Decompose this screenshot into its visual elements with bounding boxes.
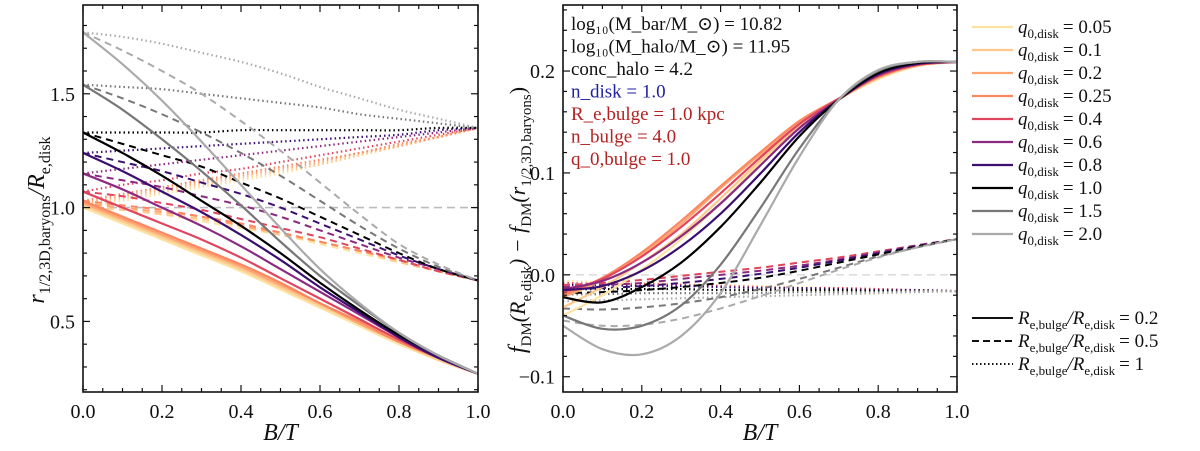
left-panel: 0.0 0.2 0.4 0.6 0.8 1.0 0.5 1.0 1.5 B/T r1/2,3D,ba… [24, 4, 491, 446]
y-axis-label-part: DM [519, 322, 535, 346]
y-tick-label: 0.2 [530, 61, 555, 83]
y-axis-label-part: ) [505, 87, 530, 94]
series-line-q0p6-dashed [563, 238, 957, 289]
x-tick-label: 0.6 [787, 401, 812, 423]
y-tick-label: 0.0 [530, 265, 555, 287]
legend-label-dotted: Re,bulge/Re,disk = 1 [1017, 354, 1144, 378]
series-line-q0p8-dashed [83, 151, 478, 282]
y-tick-label: 1.5 [50, 84, 75, 106]
legend-label-q0p25: q0,disk = 0.25 [1018, 86, 1112, 110]
y-axis-label-part: R [24, 174, 50, 190]
annotation-mhalo: log₁₀(M_halo/M_⊙) = 11.95 [571, 37, 790, 58]
y-tick-label: −0.1 [519, 367, 555, 389]
y-axis-label-part: 1/2,3D,baryons [519, 94, 535, 187]
y-axis-label-part: (r [505, 186, 530, 202]
y-axis-label-part: / [24, 187, 50, 198]
right-panel: 0.0 0.2 0.4 0.6 0.8 1.0−0.10.00.10.2B/TfDM(Re… [505, 4, 970, 446]
annotation-ndisk: n_disk = 1.0 [571, 82, 666, 103]
series-line-q0p4-dotted [83, 126, 478, 193]
series-line-q1p0-dotted [83, 126, 478, 134]
legend-label-q0p8: q0,disk = 0.8 [1018, 155, 1102, 179]
x-tick-label: 0.4 [229, 401, 254, 423]
series-line-q0p6-dashed [83, 172, 478, 282]
y-axis-label: fDM(Re,disk) − fDM(r1/2,3D,baryons) [505, 87, 535, 353]
series-line-q2p0-solid [83, 31, 478, 375]
series-line-q1p5-dashed [563, 238, 957, 311]
plot-area [83, 31, 478, 375]
series-line-q0p05-dotted [83, 126, 478, 209]
series-line-q0p05-solid [83, 206, 478, 375]
y-axis-label-part: ) − f [505, 224, 530, 268]
annotation-mbar: log₁₀(M_bar/M_⊙) = 10.82 [571, 14, 782, 35]
legend-label-q0p1: q0,disk = 0.1 [1018, 40, 1102, 64]
y-tick-label: 0.5 [50, 311, 75, 333]
x-tick-label: 0.2 [629, 401, 654, 423]
legend-label-q2p0: q0,disk = 2.0 [1018, 224, 1102, 248]
x-axis-label: B/T [743, 420, 779, 446]
y-axis-label-part: f [505, 343, 531, 353]
series-line-q1p0-solid [563, 60, 957, 304]
legend-label-solid: Re,bulge/Re,disk = 0.2 [1017, 308, 1158, 332]
y-axis-label-part: r [24, 294, 50, 304]
series-line-q0p4-solid [83, 190, 478, 375]
series-line-q1p0-dashed [83, 131, 478, 282]
x-tick-label: 0.8 [866, 401, 891, 423]
annotation-conc: conc_halo = 4.2 [571, 59, 693, 80]
y-axis-label: r1/2,3D,baryons/Re,disk [24, 136, 54, 303]
series-line-q0p2-dotted [83, 126, 478, 205]
series-line-q1p5-dashed [83, 83, 478, 282]
x-tick-label: 0.6 [308, 401, 333, 423]
series-line-q1p5-dotted [563, 289, 957, 296]
x-axis-label: B/T [263, 420, 299, 446]
series-line-q2p0-dashed [563, 238, 957, 328]
legend-label-q0p2: q0,disk = 0.2 [1018, 63, 1102, 87]
x-tick-label: 0.0 [551, 401, 576, 423]
annotation-q0bulge: q_0,bulge = 1.0 [571, 149, 690, 170]
series-line-q0p8-solid [83, 151, 478, 375]
annotation-rebulge: R_e,bulge = 1.0 kpc [571, 104, 725, 125]
y-axis-label-part: (R [505, 301, 530, 322]
legend-label-dashed: Re,bulge/Re,disk = 0.5 [1017, 331, 1158, 355]
y-tick-label: 0.1 [530, 163, 555, 185]
x-tick-label: 0.2 [150, 401, 175, 423]
y-tick-label: 1.0 [50, 198, 75, 220]
x-tick-label: 1.0 [466, 401, 491, 423]
series-line-q0p4-solid [563, 60, 957, 294]
x-tick-label: 0.0 [71, 401, 96, 423]
series-line-q1p0-dashed [563, 238, 957, 295]
legend-label-q0p05: q0,disk = 0.05 [1018, 17, 1112, 41]
series-line-q1p0-solid [83, 131, 478, 375]
x-tick-label: 0.4 [708, 401, 733, 423]
x-tick-label: 0.8 [387, 401, 412, 423]
annotation-nbulge: n_bulge = 4.0 [571, 127, 676, 148]
series-line-q0p25-solid [83, 199, 478, 375]
series-line-q0p8-dotted [83, 126, 478, 155]
series-line-q2p0-dashed [83, 31, 478, 282]
legend-label-q0p4: q0,disk = 0.4 [1018, 109, 1103, 133]
legend-label-q1p5: q0,disk = 1.5 [1018, 201, 1102, 225]
series-line-q2p0-solid [563, 60, 957, 357]
plot-area [563, 60, 957, 357]
y-axis-label-part: e,disk [37, 136, 54, 174]
series-line-q0p25-dotted [83, 126, 478, 202]
legend-label-q1p0: q0,disk = 1.0 [1018, 178, 1102, 202]
legend-label-q0p6: q0,disk = 0.6 [1018, 132, 1102, 156]
y-axis-label-part: DM [519, 203, 535, 227]
y-axis-label-part: e,disk [519, 266, 535, 302]
series-line-q0p1-dotted [83, 126, 478, 207]
x-tick-label: 1.0 [945, 401, 970, 423]
y-axis-label-part: 1/2,3D,baryons [37, 196, 54, 295]
series-line-q2p0-dotted [83, 31, 478, 129]
